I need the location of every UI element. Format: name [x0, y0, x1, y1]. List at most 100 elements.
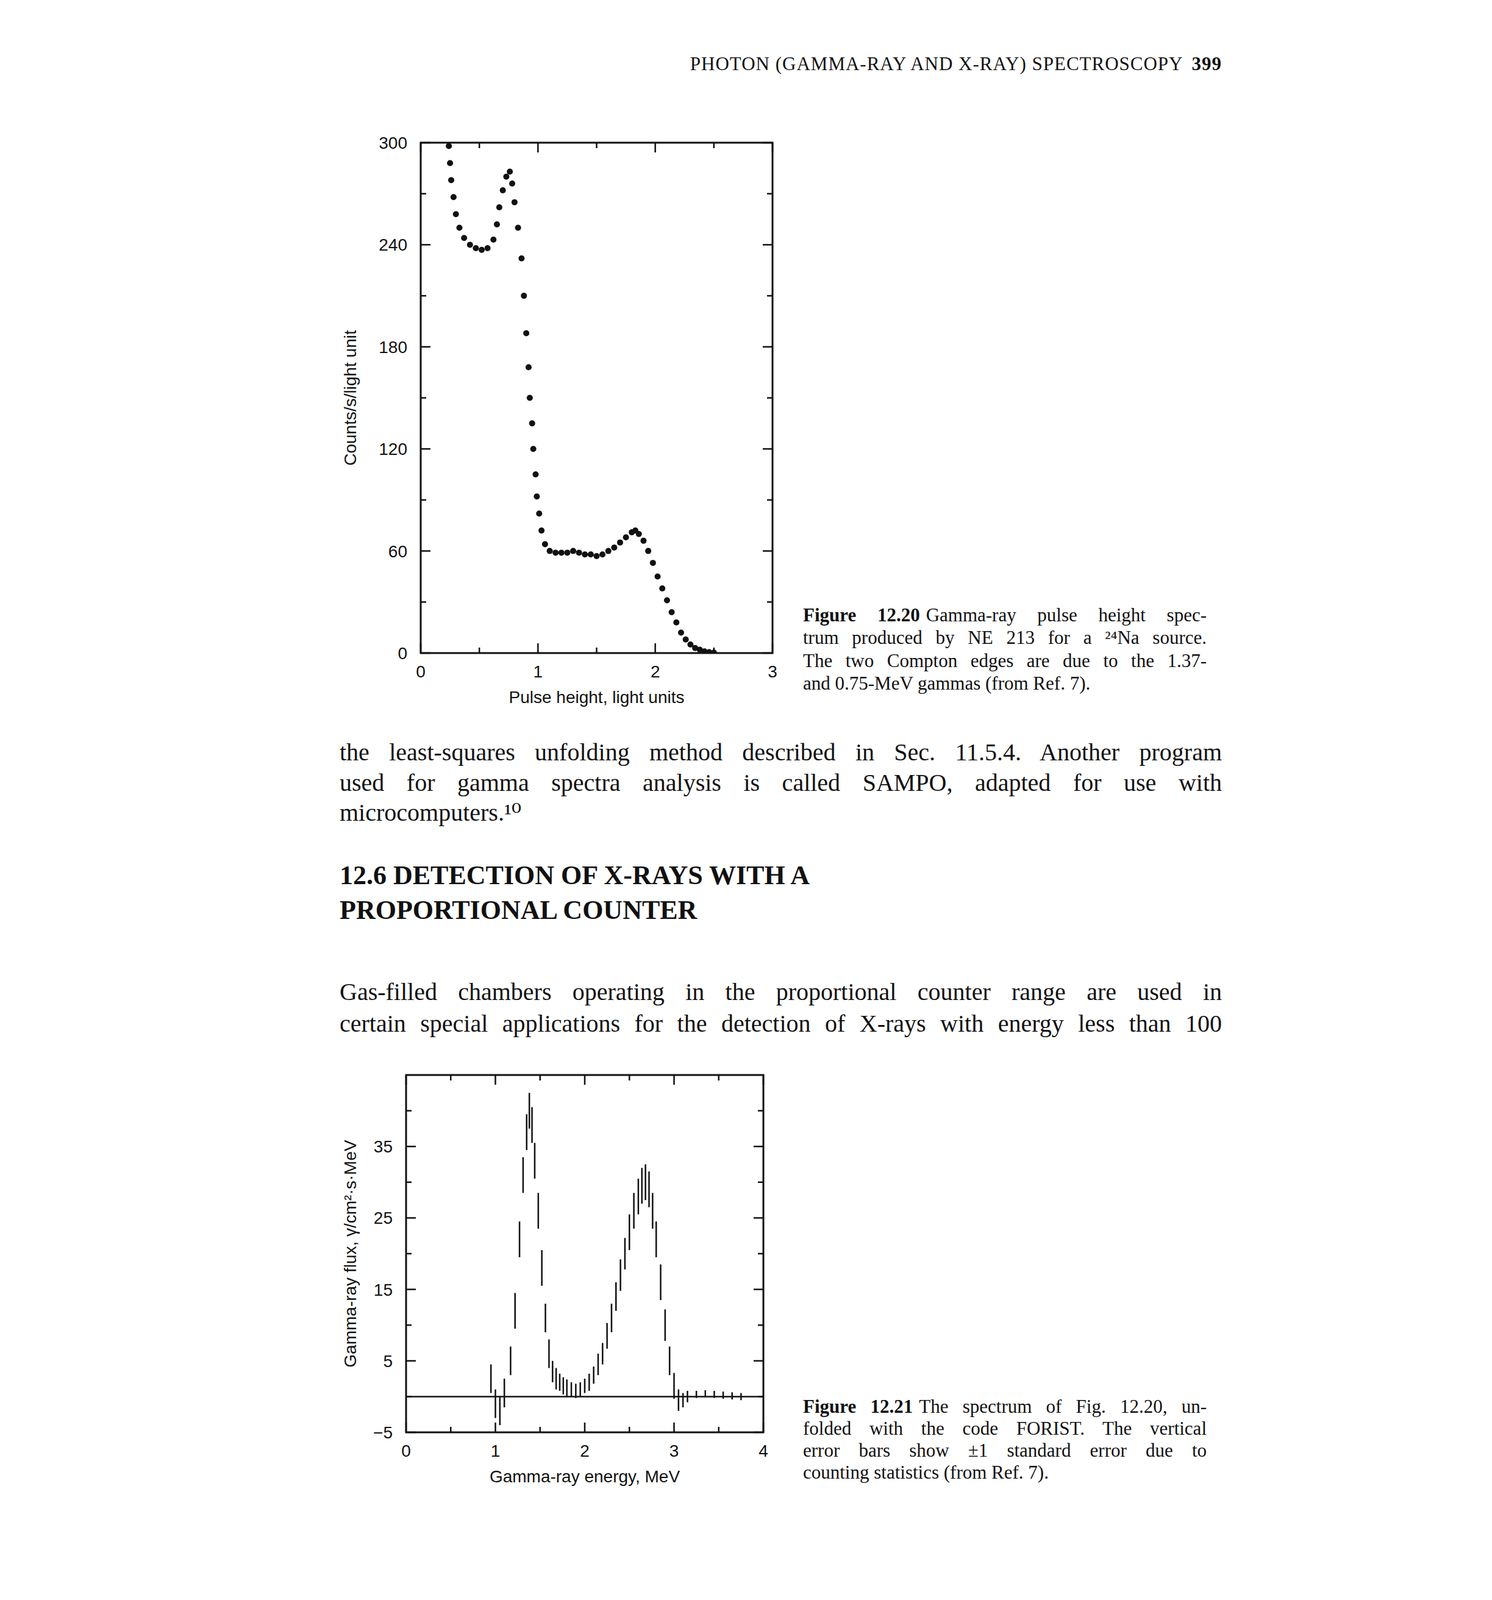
error-bar [522, 1157, 525, 1194]
data-point [526, 395, 533, 402]
data-point [525, 364, 532, 371]
caption-line: counting statistics (from Ref. 7). [803, 1460, 1049, 1485]
section-heading: 12.6 DETECTION OF X-RAYS WITH A [339, 858, 810, 893]
error-bar [624, 1237, 627, 1270]
error-bar [592, 1366, 595, 1384]
y-tick [767, 499, 773, 502]
data-point [710, 649, 718, 654]
y-tick [762, 549, 773, 552]
data-point [450, 193, 457, 200]
y-tick [406, 1252, 412, 1255]
chart: 01234−55152535Gamma-ray energy, MeVGamma… [340, 1074, 769, 1486]
caption-line: error bars show ±1 standard error due to [803, 1438, 1207, 1463]
data-point [605, 548, 612, 555]
error-bar [659, 1264, 662, 1301]
marks [445, 143, 718, 654]
data-point [506, 168, 513, 175]
data-point [570, 548, 577, 555]
x-tick [713, 142, 716, 149]
data-point [529, 420, 536, 427]
x-axis-label: Pulse height, light units [509, 687, 685, 707]
data-point [678, 629, 685, 636]
y-tick [753, 1288, 764, 1291]
caption-line: trum produced by NE 213 for a ²⁴Na sourc… [803, 626, 1207, 650]
y-tick [406, 1324, 412, 1327]
error-bar [528, 1092, 531, 1129]
body-line: microcomputers.¹⁰ [339, 797, 522, 829]
x-tick [449, 1074, 452, 1081]
y-tick-label: 35 [373, 1137, 393, 1157]
data-point [467, 241, 474, 248]
error-bar [651, 1192, 654, 1229]
y-tick-label: 60 [388, 542, 408, 561]
error-bar [644, 1164, 647, 1201]
error-bar [518, 1221, 521, 1258]
data-point [484, 245, 491, 252]
error-bar [570, 1382, 573, 1397]
data-point [542, 540, 549, 547]
y-tick [753, 1431, 764, 1434]
data-point [635, 531, 643, 538]
plot-frame [406, 1074, 764, 1433]
error-bar [574, 1383, 577, 1398]
chart: 0123060120180240300Pulse height, light u… [340, 133, 778, 707]
error-bar [597, 1353, 600, 1375]
data-point [645, 548, 652, 555]
x-tick [762, 1422, 765, 1433]
caption-line: The two Compton edges are due to the 1.3… [803, 649, 1207, 673]
data-point [472, 245, 479, 252]
y-tick [757, 1109, 764, 1112]
x-tick-label: 2 [579, 1441, 590, 1461]
page-number: 399 [1192, 53, 1223, 75]
caption-text: folded with the code FORIST. The vertica… [803, 1417, 1207, 1439]
data-point [576, 549, 583, 556]
y-tick [757, 1181, 764, 1184]
y-tick [420, 396, 427, 399]
caption-label: Figure 12.20 [803, 604, 921, 626]
x-tick [762, 1074, 765, 1085]
y-tick-label: 120 [378, 439, 408, 459]
data-point [503, 173, 510, 180]
y-tick-label: 180 [378, 337, 408, 357]
error-bar [731, 1392, 733, 1400]
x-tick [494, 1422, 497, 1433]
error-bar [641, 1167, 644, 1204]
x-tick [771, 142, 774, 153]
y-tick [753, 1360, 764, 1363]
error-bar [648, 1171, 650, 1208]
x-tick-label: 3 [767, 662, 778, 682]
y-tick-label: 0 [397, 643, 408, 663]
y-tick [420, 295, 427, 297]
caption-label: Figure 12.21 [803, 1395, 913, 1418]
data-point [460, 234, 468, 241]
body-line: used for gamma spectra analysis is calle… [339, 767, 1222, 799]
caption-text: The spectrum of Fig. 12.20, un- [918, 1395, 1207, 1418]
charts: 0123060120180240300Pulse height, light u… [0, 0, 1492, 1600]
error-bar [565, 1379, 568, 1397]
data-point [649, 559, 657, 566]
data-point [623, 534, 630, 541]
y-tick [420, 448, 431, 450]
data-point [563, 549, 571, 556]
section-heading: PROPORTIONAL COUNTER [339, 893, 697, 928]
x-tick [539, 1426, 542, 1433]
data-point [499, 187, 507, 194]
data-point [453, 210, 460, 218]
error-bar [499, 1396, 502, 1425]
error-bar [722, 1391, 725, 1399]
x-tick-label: 2 [650, 662, 661, 682]
x-tick-label: 1 [533, 662, 544, 682]
y-tick-label: 15 [373, 1280, 393, 1300]
data-point [610, 544, 618, 551]
y-tick-label: 240 [378, 235, 408, 255]
error-bar [610, 1303, 613, 1333]
caption-line: Figure 12.21The spectrum of Fig. 12.20, … [803, 1395, 1207, 1419]
y-tick-label: 25 [373, 1208, 393, 1228]
y-tick [767, 601, 773, 604]
error-bar [588, 1373, 591, 1391]
data-point [673, 619, 680, 626]
x-tick [628, 1074, 631, 1081]
error-bar [678, 1389, 680, 1411]
x-tick-label: 3 [669, 1441, 680, 1461]
error-bar [619, 1259, 622, 1291]
